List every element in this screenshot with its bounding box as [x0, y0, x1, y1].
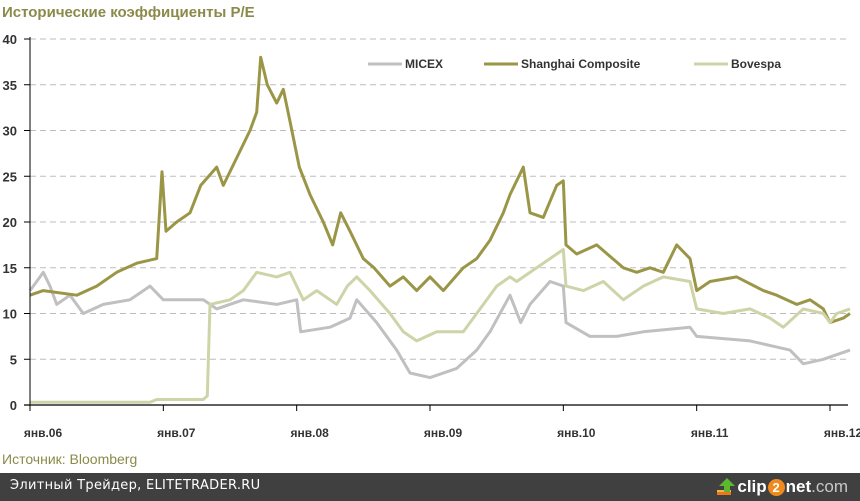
y-tick-label: 25 — [3, 169, 17, 184]
clip2net-logo[interactable]: clip 2 net.com — [715, 477, 848, 497]
legend: MICEX Shanghai Composite Bovespa — [368, 57, 781, 71]
source-note: Источник: Bloomberg — [2, 451, 138, 467]
x-tick-label: янв.12 — [824, 426, 860, 440]
footer-bar: Элитный Трейдер, ELITETRADER.RU clip 2 net… — [0, 473, 860, 501]
series-line-bovespa — [30, 248, 851, 404]
y-tick-label: 20 — [3, 215, 17, 230]
y-tick-label: 35 — [3, 78, 17, 93]
y-tick-label: 0 — [10, 398, 17, 413]
logo-text: clip 2 net.com — [737, 477, 848, 497]
logo-part-clip: clip — [737, 477, 767, 496]
grid-lines — [30, 38, 848, 360]
legend-label: Bovespa — [731, 57, 781, 71]
x-tick-label: янв.07 — [157, 426, 196, 440]
y-tick-label: 10 — [3, 307, 17, 322]
x-tick-label: янв.08 — [291, 426, 330, 440]
pe-line-chart: 0 5 10 15 20 25 30 35 40 янв.06 янв.07 янв.08 янв.09… — [3, 32, 860, 440]
y-tick-label: 40 — [3, 32, 17, 47]
series-line-micex — [28, 270, 851, 380]
upload-arrow-icon — [717, 478, 736, 495]
series-line-shanghai-composite — [29, 55, 851, 325]
footer-text: Элитный Трейдер, ELITETRADER.RU — [10, 478, 261, 493]
axes: 0 5 10 15 20 25 30 35 40 янв.06 янв.07 янв.08 янв.09… — [3, 32, 860, 440]
x-tick-label: янв.06 — [24, 426, 63, 440]
logo-part-net: net — [785, 477, 812, 496]
x-tick-label: янв.11 — [691, 426, 729, 440]
logo-part-com: .com — [811, 477, 848, 496]
legend-label: MICEX — [405, 57, 443, 71]
y-tick-label: 15 — [3, 261, 17, 276]
legend-label: Shanghai Composite — [521, 57, 641, 71]
y-tick-label: 5 — [10, 352, 17, 367]
x-tick-label: янв.10 — [557, 426, 596, 440]
chart-title: Исторические коэффициенты P/E — [2, 4, 255, 21]
x-tick-label: янв.09 — [424, 426, 463, 440]
logo-part-two: 2 — [767, 479, 785, 497]
y-tick-label: 30 — [3, 124, 17, 139]
series-layer — [28, 55, 851, 404]
